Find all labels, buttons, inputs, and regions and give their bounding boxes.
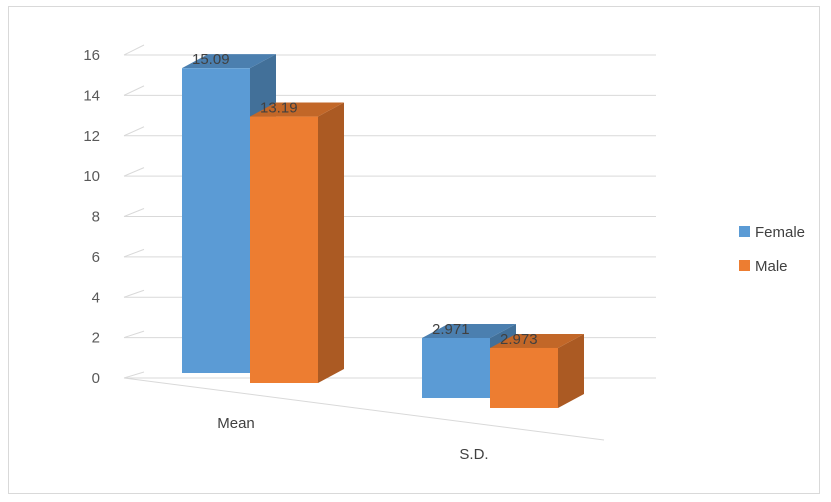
y-tick-label: 6 [92,249,100,266]
legend-swatch [739,260,750,271]
legend-label: Female [755,224,805,241]
data-label: 15.09 [192,51,230,68]
bar-male-mean [250,102,344,383]
y-tick-label: 10 [83,168,100,185]
gridline-edge [123,167,145,177]
data-label: 2.973 [500,331,538,348]
x-category-label: S.D. [459,446,488,463]
x-axis-categories: Mean S.D. [217,415,488,463]
y-tick-label: 2 [92,330,100,347]
bar-male-sd [490,333,584,408]
data-labels: 15.09 13.19 2.971 2.973 [192,51,538,348]
gridline-edge [123,208,145,217]
gridline-edge [123,330,145,339]
gridline-edge [123,85,145,96]
gridline-edge [123,126,145,137]
x-category-label: Mean [217,415,255,432]
data-label: 2.971 [432,321,470,338]
gridline-edge [123,371,145,379]
bars [182,54,584,408]
gridline-edge [123,289,145,298]
legend-label: Male [755,258,788,275]
y-axis-ticks: 0 2 4 6 8 10 12 14 16 [83,47,100,387]
gridline-edge [123,44,145,56]
legend-swatch [739,226,750,237]
y-tick-label: 16 [83,47,100,64]
gridline-edge [123,248,145,258]
y-tick-label: 12 [83,128,100,145]
y-tick-label: 14 [83,87,100,104]
floor-line [123,377,605,441]
y-tick-label: 4 [92,289,100,306]
y-tick-label: 0 [92,370,100,387]
data-label: 13.19 [260,100,298,117]
legend: Female Male [739,224,805,275]
y-tick-label: 8 [92,209,100,226]
